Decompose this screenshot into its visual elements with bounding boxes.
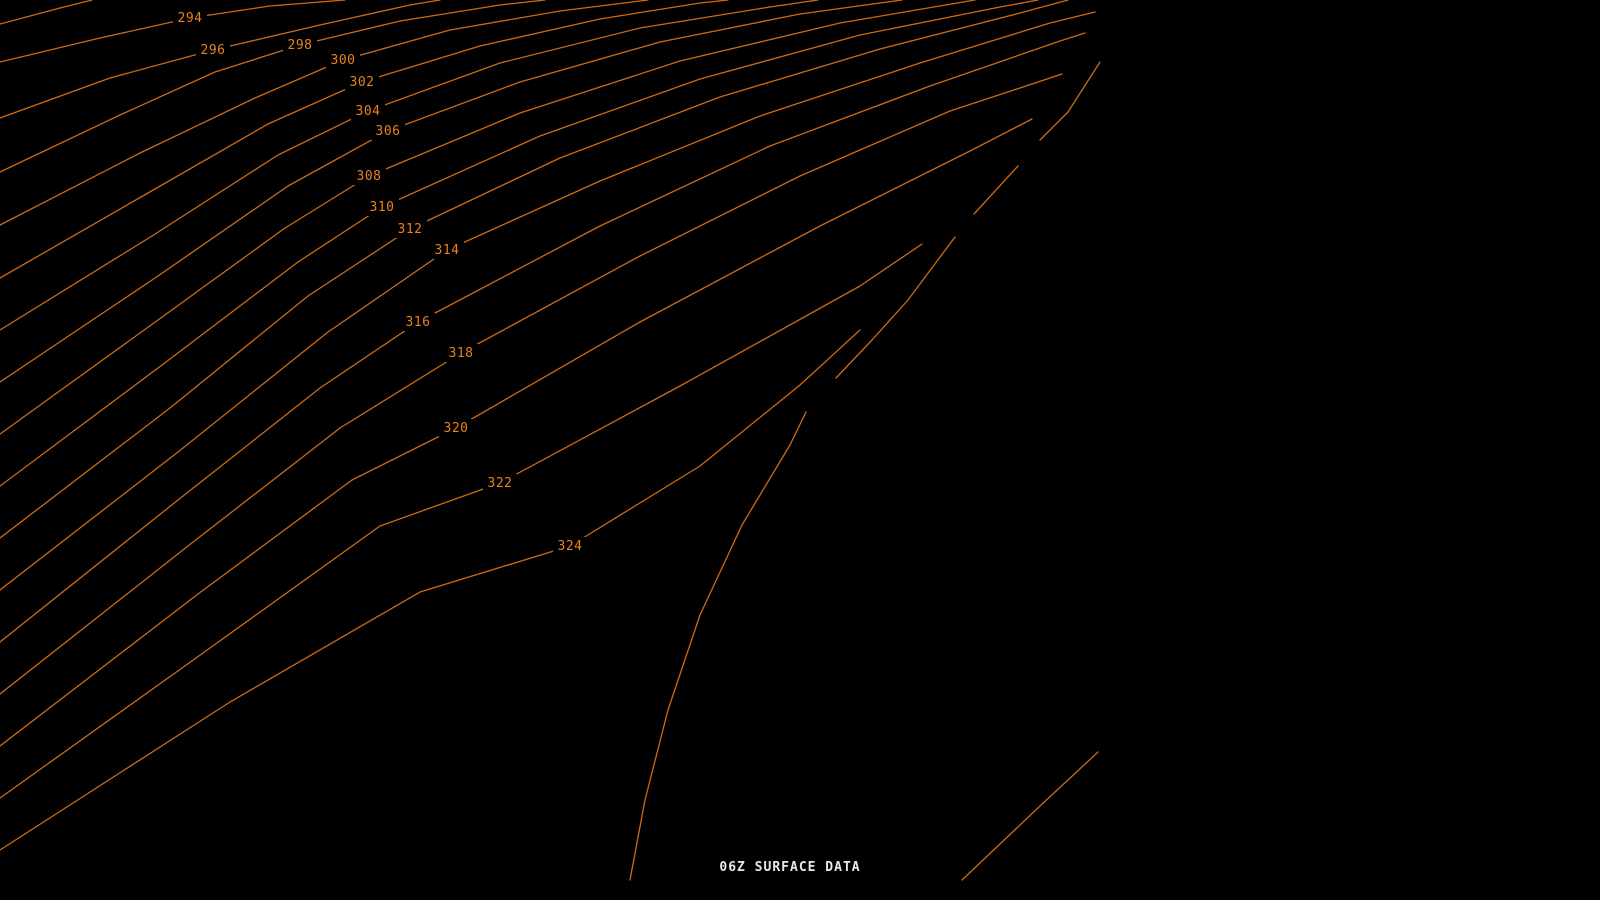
contour-line-304 <box>0 0 819 331</box>
contour-line-318 <box>0 73 1063 695</box>
contour-label-322: 322 <box>488 476 513 491</box>
contour-label-300: 300 <box>331 53 356 68</box>
contour-line <box>961 751 1099 881</box>
contour-line-300 <box>0 0 649 226</box>
contour-label-mask <box>439 419 473 437</box>
contour-label-mask <box>365 198 399 216</box>
contour-layer <box>0 0 1101 881</box>
contour-label-310: 310 <box>370 200 395 215</box>
contour-label-314: 314 <box>435 243 460 258</box>
contour-line <box>0 0 93 25</box>
contour-line <box>973 165 1019 215</box>
contour-label-294: 294 <box>178 11 203 26</box>
contour-line-324 <box>0 329 861 851</box>
contour-label-302: 302 <box>350 75 375 90</box>
contour-label-mask <box>283 36 317 54</box>
contour-line <box>1039 61 1101 141</box>
contour-label-mask <box>444 344 478 362</box>
contour-label-320: 320 <box>444 421 469 436</box>
contour-label-298: 298 <box>288 38 313 53</box>
chart-title: 06Z SURFACE DATA <box>719 860 860 875</box>
contour-label-mask <box>173 9 207 27</box>
contour-line-308 <box>0 0 976 435</box>
contour-line <box>629 411 807 881</box>
contour-label-mask <box>371 122 405 140</box>
contour-label-316: 316 <box>406 315 431 330</box>
contour-label-mask <box>393 220 427 238</box>
contour-line-298 <box>0 0 546 173</box>
contour-line-312 <box>0 0 1069 539</box>
contour-label-308: 308 <box>357 169 382 184</box>
contour-label-mask <box>352 167 386 185</box>
contour-line-320 <box>0 118 1033 747</box>
contour-label-304: 304 <box>356 104 381 119</box>
contour-label-mask <box>196 41 230 59</box>
contour-line-316 <box>0 32 1086 643</box>
contour-label-296: 296 <box>201 43 226 58</box>
contour-label-mask <box>345 73 379 91</box>
contour-label-mask <box>430 241 464 259</box>
contour-label-mask <box>326 51 360 69</box>
contour-line-310 <box>0 0 1039 487</box>
contour-label-mask <box>553 537 587 555</box>
contour-label-318: 318 <box>449 346 474 361</box>
contour-label-mask <box>483 474 517 492</box>
contour-line-302 <box>0 0 729 279</box>
contour-line-306 <box>0 0 903 383</box>
contour-label-312: 312 <box>398 222 423 237</box>
contour-label-306: 306 <box>376 124 401 139</box>
contour-line-322 <box>0 243 923 799</box>
contour-line-296 <box>0 0 441 119</box>
contour-line <box>835 236 956 379</box>
contour-label-mask <box>351 102 385 120</box>
contour-label-mask <box>401 313 435 331</box>
contour-label-324: 324 <box>558 539 583 554</box>
contour-line-314 <box>0 11 1096 591</box>
